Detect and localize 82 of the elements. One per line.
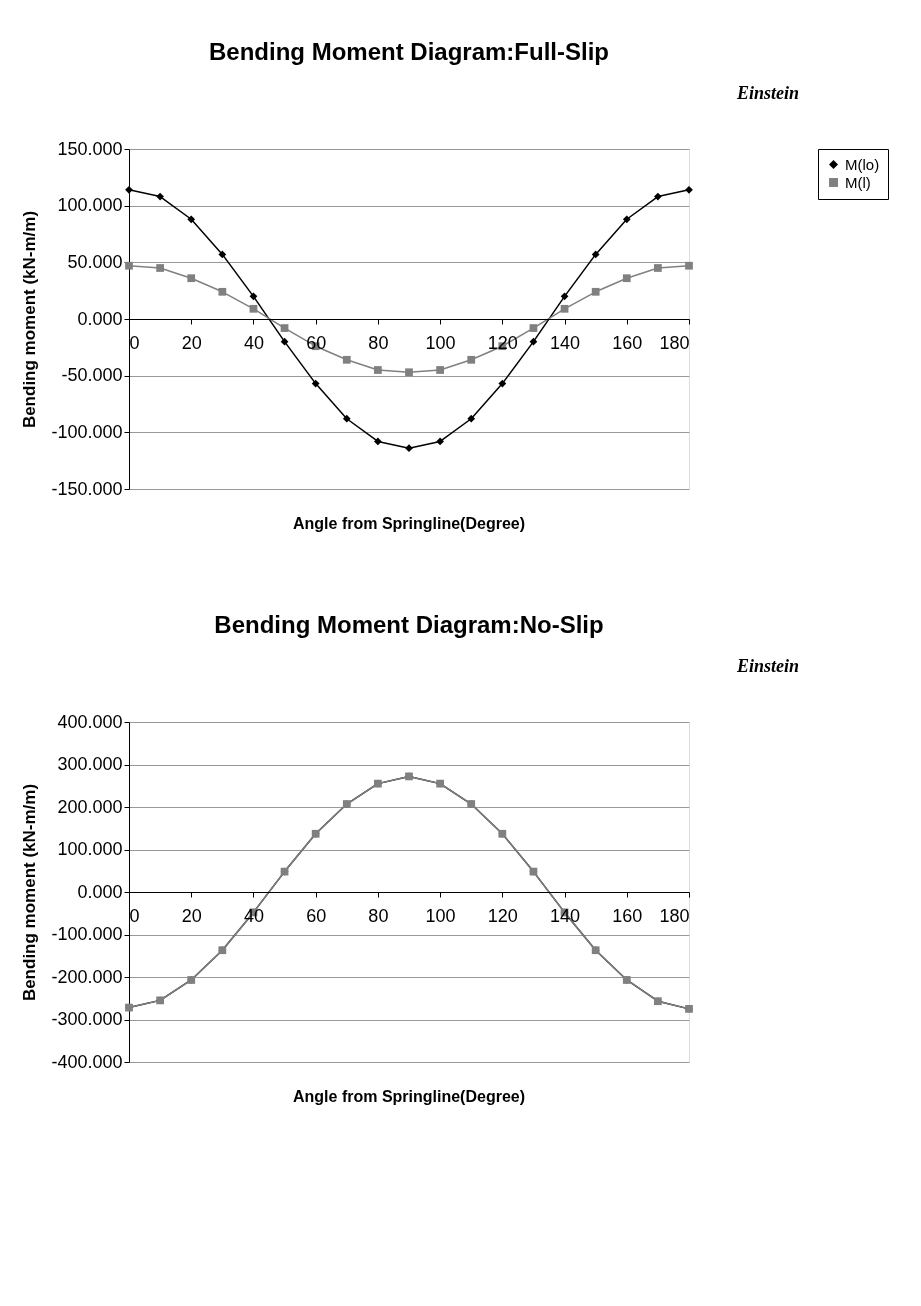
x-tick-label: 60 <box>306 332 327 353</box>
point <box>405 368 413 377</box>
point <box>187 274 196 283</box>
point <box>156 264 164 272</box>
chart-title: Bending Moment Diagram:Full-Slip <box>209 38 609 65</box>
y-tick-label: -100.000 <box>51 421 123 442</box>
point <box>342 355 351 364</box>
point <box>374 437 382 446</box>
point <box>498 379 507 388</box>
y-tick-label: 400.000 <box>57 711 123 732</box>
point <box>591 287 600 296</box>
x-tick-label: 160 <box>612 332 643 353</box>
point <box>405 444 413 453</box>
point <box>591 250 600 259</box>
x-tick-label: 160 <box>612 905 643 926</box>
x-tick-label: 140 <box>550 905 581 926</box>
point <box>125 261 133 270</box>
x-tick-label: 40 <box>243 905 264 926</box>
point <box>311 379 320 388</box>
y-tick-label: 300.000 <box>57 754 123 774</box>
y-tick-label: 0.000 <box>77 881 123 902</box>
x-tick-label: 80 <box>368 905 389 926</box>
x-tick-label: 20 <box>181 332 202 353</box>
point <box>654 192 662 201</box>
point <box>467 414 476 423</box>
y-tick-label: -300.000 <box>51 1009 123 1029</box>
text: Einstein <box>735 656 799 676</box>
x-tick-label: 40 <box>243 332 264 353</box>
point <box>436 437 444 446</box>
point <box>654 264 662 272</box>
y-tick-label: -100.000 <box>51 924 123 944</box>
x-tick-label: 120 <box>487 905 518 926</box>
point <box>529 337 538 346</box>
point <box>622 215 631 224</box>
chart-title: Bending Moment Diagram:No-Slip <box>214 611 604 638</box>
x-tick-label: 120 <box>487 332 518 353</box>
x-tick-label: 20 <box>181 905 202 926</box>
point <box>249 304 258 313</box>
point <box>125 185 133 194</box>
point <box>685 261 693 270</box>
y-tick-label: -200.000 <box>51 966 123 987</box>
point <box>560 292 569 301</box>
y-tick-label: 0.000 <box>77 308 123 329</box>
x-tick-label: 0 <box>129 332 140 353</box>
y-tick-label: 50.000 <box>67 251 123 272</box>
x-tick-label: 60 <box>306 905 327 926</box>
point <box>467 355 476 364</box>
x-axis-title: Angle from Springline(Degree) <box>292 1088 526 1105</box>
point <box>374 366 382 374</box>
x-tick-label: 180 <box>659 905 690 926</box>
y-tick-label: 200.000 <box>57 796 123 817</box>
point <box>529 324 538 332</box>
y-tick-label: 100.000 <box>57 839 123 859</box>
x-tick-label: 180 <box>659 332 690 353</box>
x-tick-label: 0 <box>129 905 140 926</box>
y-tick-label: -150.000 <box>51 478 123 499</box>
y-tick-label: -50.000 <box>61 365 123 386</box>
x-tick-label: 80 <box>368 332 389 353</box>
text: Einstein <box>735 83 799 103</box>
point <box>685 185 693 194</box>
point <box>280 324 289 332</box>
point <box>560 304 569 313</box>
y-axis-title: Bending moment (kN-m/m) <box>20 210 40 429</box>
point <box>218 287 227 296</box>
point <box>622 274 631 283</box>
point <box>249 292 258 301</box>
y-tick-label: 100.000 <box>57 195 123 216</box>
legend-label: M(l) <box>845 173 871 191</box>
y-axis-title: Bending moment (kN-m/m) <box>20 783 40 1002</box>
x-tick-label: 100 <box>425 905 456 926</box>
point <box>342 414 351 423</box>
y-tick-label: -400.000 <box>51 1051 123 1072</box>
x-tick-label: 100 <box>425 332 456 353</box>
y-tick-label: 150.000 <box>57 138 123 159</box>
x-axis-title: Angle from Springline(Degree) <box>292 515 526 532</box>
point <box>280 337 289 346</box>
x-tick-label: 140 <box>550 332 581 353</box>
point <box>218 250 227 259</box>
point <box>156 192 164 201</box>
legend-label: M(lo) <box>845 155 880 173</box>
point <box>436 366 444 374</box>
point <box>187 215 196 224</box>
